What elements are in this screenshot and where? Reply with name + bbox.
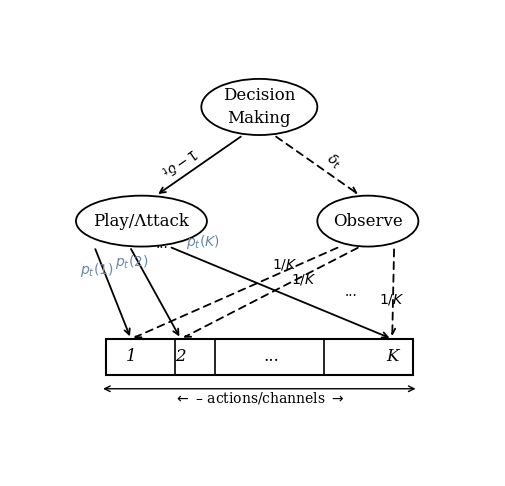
Text: $1/K$: $1/K$ — [272, 258, 297, 272]
Text: $1/K$: $1/K$ — [290, 272, 316, 287]
Text: $p_t(K)$: $p_t(K)$ — [186, 233, 220, 251]
Ellipse shape — [76, 196, 207, 246]
Ellipse shape — [201, 79, 317, 135]
Bar — [106, 339, 412, 375]
Text: Play/Λttack: Play/Λttack — [93, 212, 189, 229]
Text: ...: ... — [344, 285, 357, 299]
Text: Observe: Observe — [332, 212, 402, 229]
Text: 1: 1 — [125, 348, 136, 365]
Text: $1-\delta_t$: $1-\delta_t$ — [157, 143, 200, 180]
Text: $\leftarrow$ – actions/channels $\rightarrow$: $\leftarrow$ – actions/channels $\righta… — [174, 390, 344, 406]
Text: ...: ... — [156, 237, 168, 251]
Text: ...: ... — [263, 348, 279, 365]
Text: 2: 2 — [175, 348, 186, 365]
Text: $\delta_t$: $\delta_t$ — [323, 151, 344, 173]
Ellipse shape — [317, 196, 418, 246]
Text: $1/K$: $1/K$ — [378, 292, 404, 307]
Text: $p_t(2)$: $p_t(2)$ — [115, 253, 148, 271]
Text: Decision
Making: Decision Making — [223, 87, 295, 126]
Text: $p_t(1)$: $p_t(1)$ — [80, 261, 114, 279]
Text: K: K — [385, 348, 397, 365]
